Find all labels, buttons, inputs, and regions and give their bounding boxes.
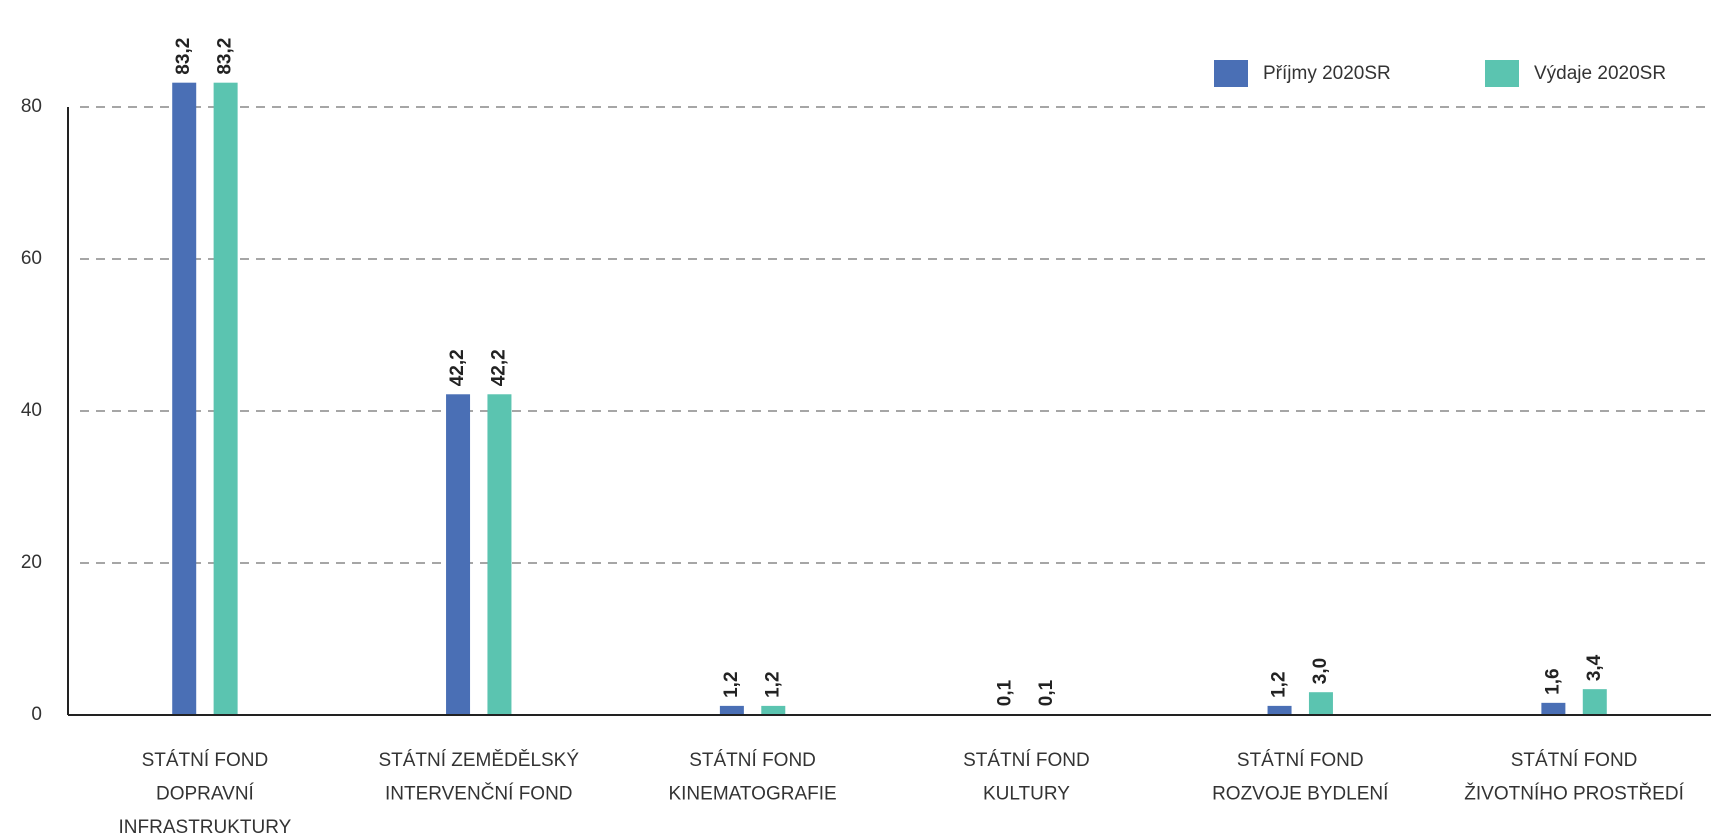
- x-tick-label: KINEMATOGRAFIE: [668, 784, 836, 805]
- y-tick-label: 40: [21, 400, 42, 421]
- value-label: 1,2: [762, 671, 783, 697]
- x-tick-label: STÁTNÍ FOND: [1237, 750, 1364, 771]
- bar: [1308, 692, 1333, 715]
- value-label: 83,2: [173, 38, 194, 75]
- value-label: 1,6: [1542, 668, 1563, 694]
- x-tick-label: STÁTNÍ FOND: [142, 750, 269, 771]
- x-tick-label: STÁTNÍ ZEMĚDĚLSKÝ: [378, 749, 579, 771]
- bar: [172, 82, 197, 716]
- x-tick-label: KULTURY: [983, 784, 1070, 805]
- value-label: 83,2: [215, 38, 236, 75]
- bar: [1582, 689, 1607, 715]
- x-tick-label: DOPRAVNÍ: [156, 784, 255, 805]
- bar: [1267, 705, 1292, 715]
- value-label: 1,2: [1269, 671, 1290, 697]
- bar: [446, 394, 471, 715]
- value-label: 42,2: [488, 349, 509, 386]
- legend-label: Výdaje 2020SR: [1534, 63, 1666, 84]
- x-tick-label: INFRASTRUKTURY: [119, 817, 292, 838]
- x-tick-label: STÁTNÍ FOND: [689, 750, 816, 771]
- x-tick-label: STÁTNÍ FOND: [1511, 750, 1638, 771]
- y-tick-label: 0: [31, 704, 42, 725]
- y-tick-label: 20: [21, 552, 42, 573]
- x-tick-label: INTERVENČNÍ FOND: [385, 783, 573, 805]
- bar: [1541, 702, 1566, 715]
- legend-label: Příjmy 2020SR: [1263, 63, 1391, 84]
- y-tick-label: 80: [21, 96, 42, 117]
- x-tick-label: STÁTNÍ FOND: [963, 750, 1090, 771]
- value-label: 3,0: [1310, 658, 1331, 684]
- value-label: 0,1: [995, 679, 1016, 706]
- bar: [487, 394, 512, 715]
- y-tick-label: 60: [21, 248, 42, 269]
- value-label: 3,4: [1584, 654, 1605, 681]
- legend-swatch: [1485, 60, 1519, 87]
- bar: [761, 705, 786, 715]
- legend-swatch: [1214, 60, 1248, 87]
- x-tick-label: ŽIVOTNÍHO PROSTŘEDÍ: [1464, 783, 1684, 805]
- bar: [719, 705, 744, 715]
- value-label: 42,2: [447, 349, 468, 386]
- value-label: 0,1: [1036, 679, 1057, 706]
- bar: [213, 82, 238, 716]
- value-label: 1,2: [721, 671, 742, 697]
- x-tick-label: ROZVOJE BYDLENÍ: [1212, 784, 1389, 805]
